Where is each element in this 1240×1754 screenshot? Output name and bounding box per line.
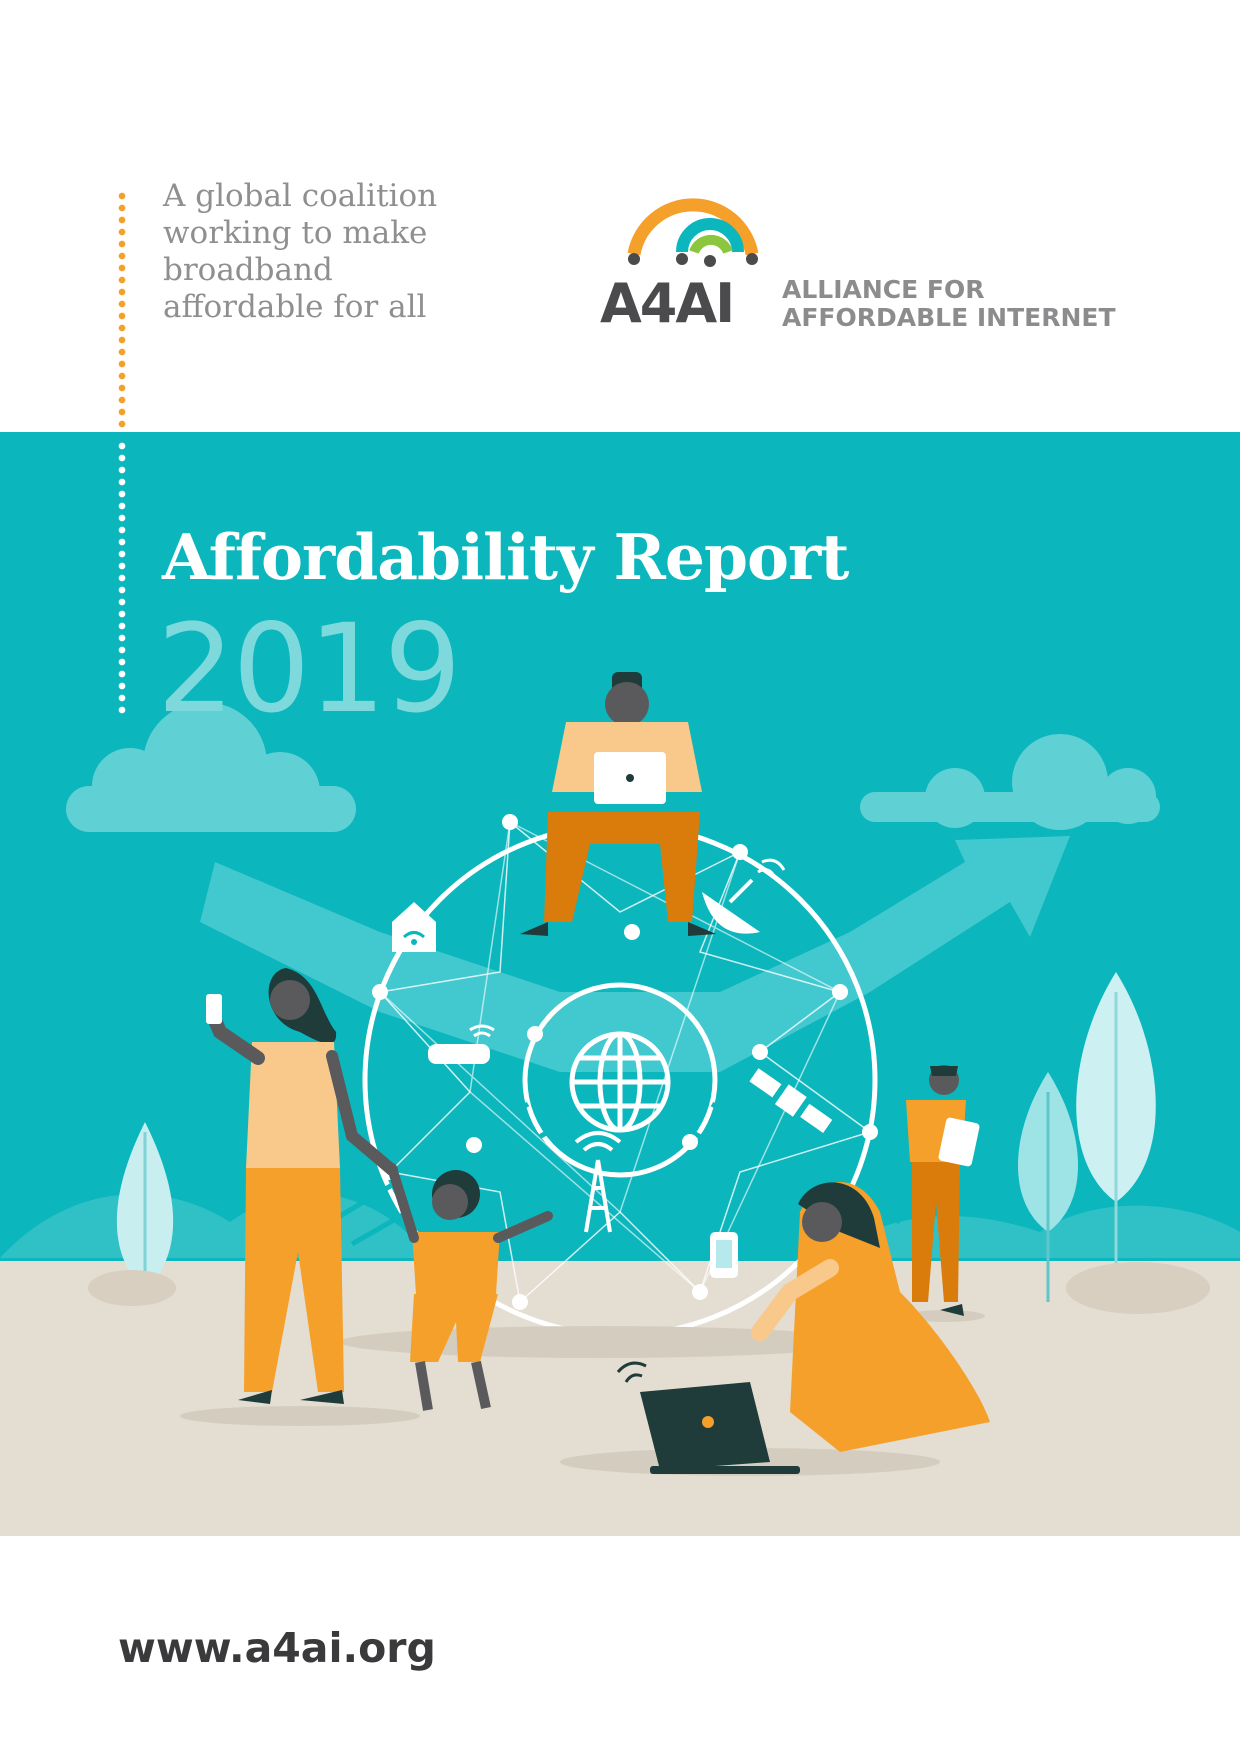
orange-dotted-line	[118, 190, 126, 428]
tagline-line: affordable for all	[163, 289, 427, 325]
tagline-line: working to make	[163, 215, 428, 251]
logo-full-name-line: AFFORDABLE INTERNET	[782, 303, 1116, 332]
report-year: 2019	[157, 598, 461, 740]
home-wifi-icon	[392, 902, 436, 952]
seated-woman-with-laptop	[616, 1182, 990, 1474]
globe-icon	[569, 1031, 671, 1133]
white-dotted-line	[118, 440, 126, 718]
ground-strip	[0, 1261, 1240, 1536]
trend-arrow	[200, 836, 1070, 1072]
a4ai-logo: A4AI ALLIANCE FOR AFFORDABLE INTERNET	[600, 186, 1160, 336]
network-nodes	[372, 814, 878, 1346]
coalition-tagline: A global coalition working to make broad…	[163, 178, 493, 326]
router-icon	[428, 1024, 495, 1064]
tagline-line: broadband	[163, 252, 333, 288]
tagline-line: A global coalition	[163, 178, 438, 214]
cloud-left	[66, 702, 356, 832]
satellite-icon	[749, 1068, 833, 1133]
rainbow-arc-icon	[627, 198, 759, 267]
tree-right-large	[1066, 972, 1210, 1314]
satellite-dish-icon	[702, 858, 786, 934]
logo-short-name: A4AI	[600, 272, 735, 335]
tree-right-small	[1017, 1072, 1079, 1302]
woman-with-phone	[206, 968, 398, 1404]
website-url[interactable]: www.a4ai.org	[118, 1624, 436, 1672]
teal-banner: Affordability Report 2019	[0, 432, 1240, 1536]
logo-full-name-line: ALLIANCE FOR	[782, 275, 985, 304]
child	[387, 1163, 553, 1411]
cloud-right	[860, 734, 1160, 830]
tree-left	[88, 1122, 176, 1306]
logo-full-name: ALLIANCE FOR AFFORDABLE INTERNET	[782, 276, 1116, 332]
cover-illustration	[0, 672, 1240, 1476]
man-with-laptop	[520, 672, 716, 936]
report-title: Affordability Report	[162, 520, 849, 594]
mobile-phone-icon	[710, 1232, 738, 1278]
cell-tower-icon	[574, 1131, 622, 1233]
man-with-tablet	[906, 1065, 980, 1316]
